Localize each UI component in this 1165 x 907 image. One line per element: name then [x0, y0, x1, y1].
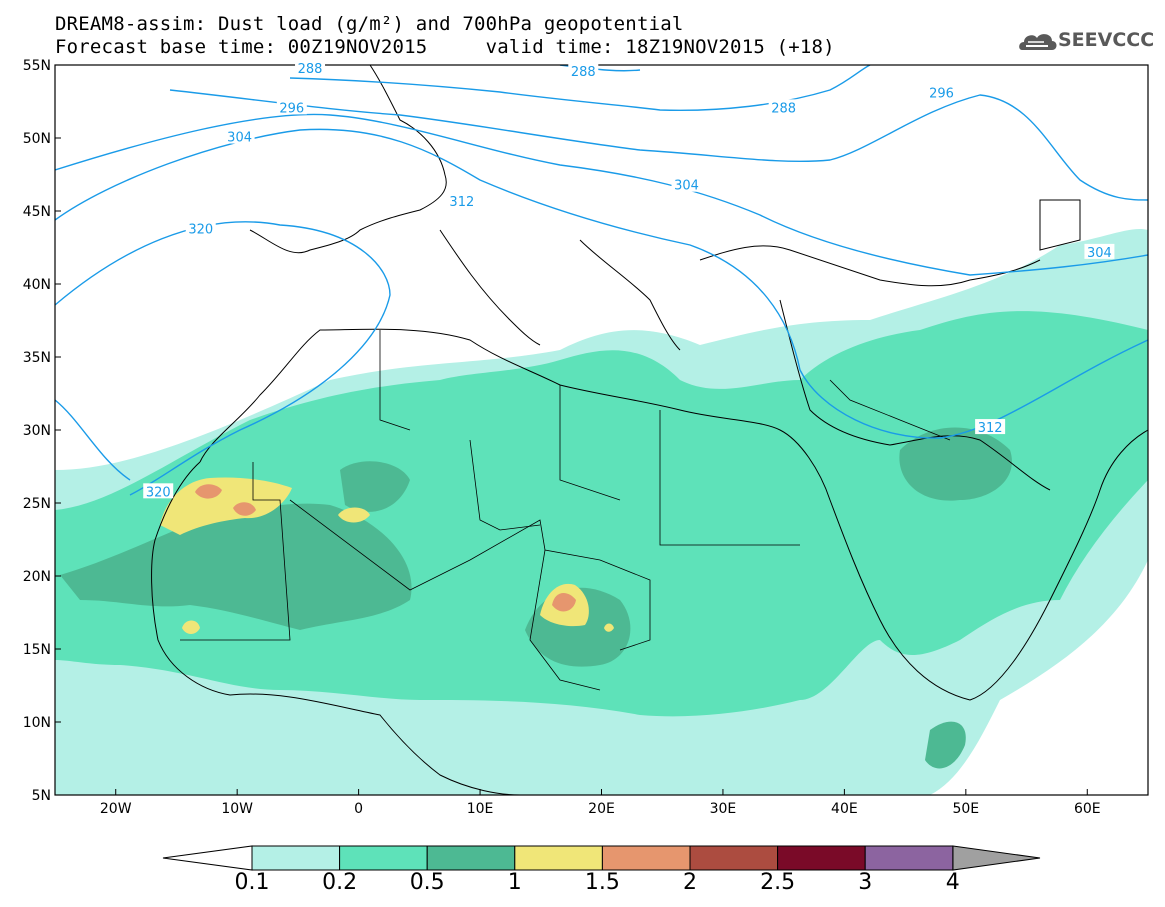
colorbar-swatch: [339, 845, 428, 871]
lat-tick-label: 50N: [23, 131, 51, 147]
cloud-logo-icon: [1019, 34, 1057, 50]
colorbar-label: 3: [858, 870, 873, 895]
contour-label: 312: [449, 195, 474, 210]
colorbar-swatch: [601, 845, 691, 871]
contour-label-bg: [671, 176, 702, 192]
colorbar-label: 0.1: [234, 870, 270, 895]
lon-tick-label: 30E: [710, 801, 737, 817]
colorbar-swatch: [864, 845, 954, 871]
country-borders: [180, 330, 951, 691]
contour-label: 288: [298, 62, 323, 77]
dust-field: [55, 229, 1148, 795]
colorbar-swatch: [689, 845, 779, 871]
lon-tick-label: 10W: [221, 801, 253, 817]
longitude-ticks: 20W 10W 0 10E 20E 30E 40E 50E 60E: [100, 789, 1101, 817]
lon-tick-label: 20E: [588, 801, 615, 817]
lat-tick-label: 5N: [32, 788, 51, 804]
contour-label-bg: [143, 483, 174, 499]
colorbar-swatch: [426, 845, 516, 871]
contour-label-bg: [446, 192, 477, 208]
contour-label: 288: [771, 101, 796, 116]
forecast-time-line: Forecast base time: 00Z19NOV2015 valid t…: [55, 36, 835, 58]
contour-label-bg: [224, 128, 255, 144]
lat-tick-label: 20N: [23, 569, 51, 585]
lat-tick-label: 45N: [23, 204, 51, 220]
colorbar-swatch: [251, 845, 341, 871]
contour-label: 296: [279, 101, 304, 116]
lon-tick-label: 60E: [1074, 801, 1101, 817]
lat-tick-label: 40N: [23, 277, 51, 293]
lon-tick-label: 40E: [831, 801, 858, 817]
contour-label-bg: [1084, 243, 1115, 259]
contour-label-bg: [276, 99, 307, 115]
colorbar-label: 2: [683, 870, 697, 895]
contour-labels: 288 288 296 288 296 304 304 312 304 320 312 320: [143, 59, 1115, 500]
contour-label: 304: [674, 179, 699, 194]
coastlines: [151, 65, 1148, 795]
contour-label: 320: [146, 485, 171, 500]
contour-label: 304: [227, 131, 252, 146]
logo-text: SEEVCCC: [1058, 29, 1155, 51]
colorbar-label: 0.5: [409, 870, 445, 895]
contour-label-bg: [975, 419, 1006, 435]
lon-tick-label: 10E: [467, 801, 494, 817]
colorbar-low-arrow: [162, 845, 253, 871]
colorbar-swatch: [777, 845, 866, 871]
contour-label: 304: [1087, 246, 1112, 261]
contour-label-bg: [768, 99, 799, 115]
lon-tick-label: 20W: [100, 801, 132, 817]
dust-level-1-area: [160, 477, 292, 535]
contour-label: 320: [188, 223, 213, 238]
colorbar: [162, 845, 1041, 871]
contour-label-bg: [568, 62, 599, 78]
contour-label-bg: [295, 59, 326, 75]
lon-tick-label: 50E: [952, 801, 979, 817]
lat-tick-label: 10N: [23, 715, 51, 731]
colorbar-swatch: [514, 845, 603, 871]
colorbar-label: 4: [945, 870, 960, 895]
colorbar-high-arrow: [952, 845, 1041, 871]
lat-tick-label: 15N: [23, 642, 51, 658]
colorbar-label: 2.5: [760, 870, 796, 895]
contour-label-bg: [926, 84, 957, 100]
lat-tick-label: 30N: [23, 423, 51, 439]
colorbar-label: 0.2: [322, 870, 358, 895]
lat-tick-label: 35N: [23, 350, 51, 366]
map-title: DREAM8-assim: Dust load (g/m²) and 700hP…: [55, 13, 684, 35]
contour-label: 312: [978, 421, 1003, 436]
contour-label-bg: [185, 220, 216, 236]
lon-tick-label: 0: [354, 801, 363, 817]
contour-label: 288: [571, 65, 596, 80]
colorbar-label: 1.5: [584, 870, 620, 895]
latitude-ticks: 55N 50N 45N 40N 35N 30N 25N 20N 15N 10N 5N: [23, 58, 61, 804]
lat-tick-label: 55N: [23, 58, 51, 74]
lat-tick-label: 25N: [23, 496, 51, 512]
dust-level-0.5-area: [60, 503, 412, 630]
contour-label: 296: [929, 87, 954, 102]
colorbar-label: 1: [507, 870, 522, 895]
dust-level-1.5-area: [195, 484, 222, 499]
